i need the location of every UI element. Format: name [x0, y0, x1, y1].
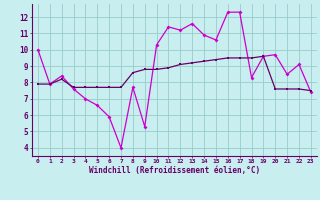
X-axis label: Windchill (Refroidissement éolien,°C): Windchill (Refroidissement éolien,°C)	[89, 166, 260, 175]
